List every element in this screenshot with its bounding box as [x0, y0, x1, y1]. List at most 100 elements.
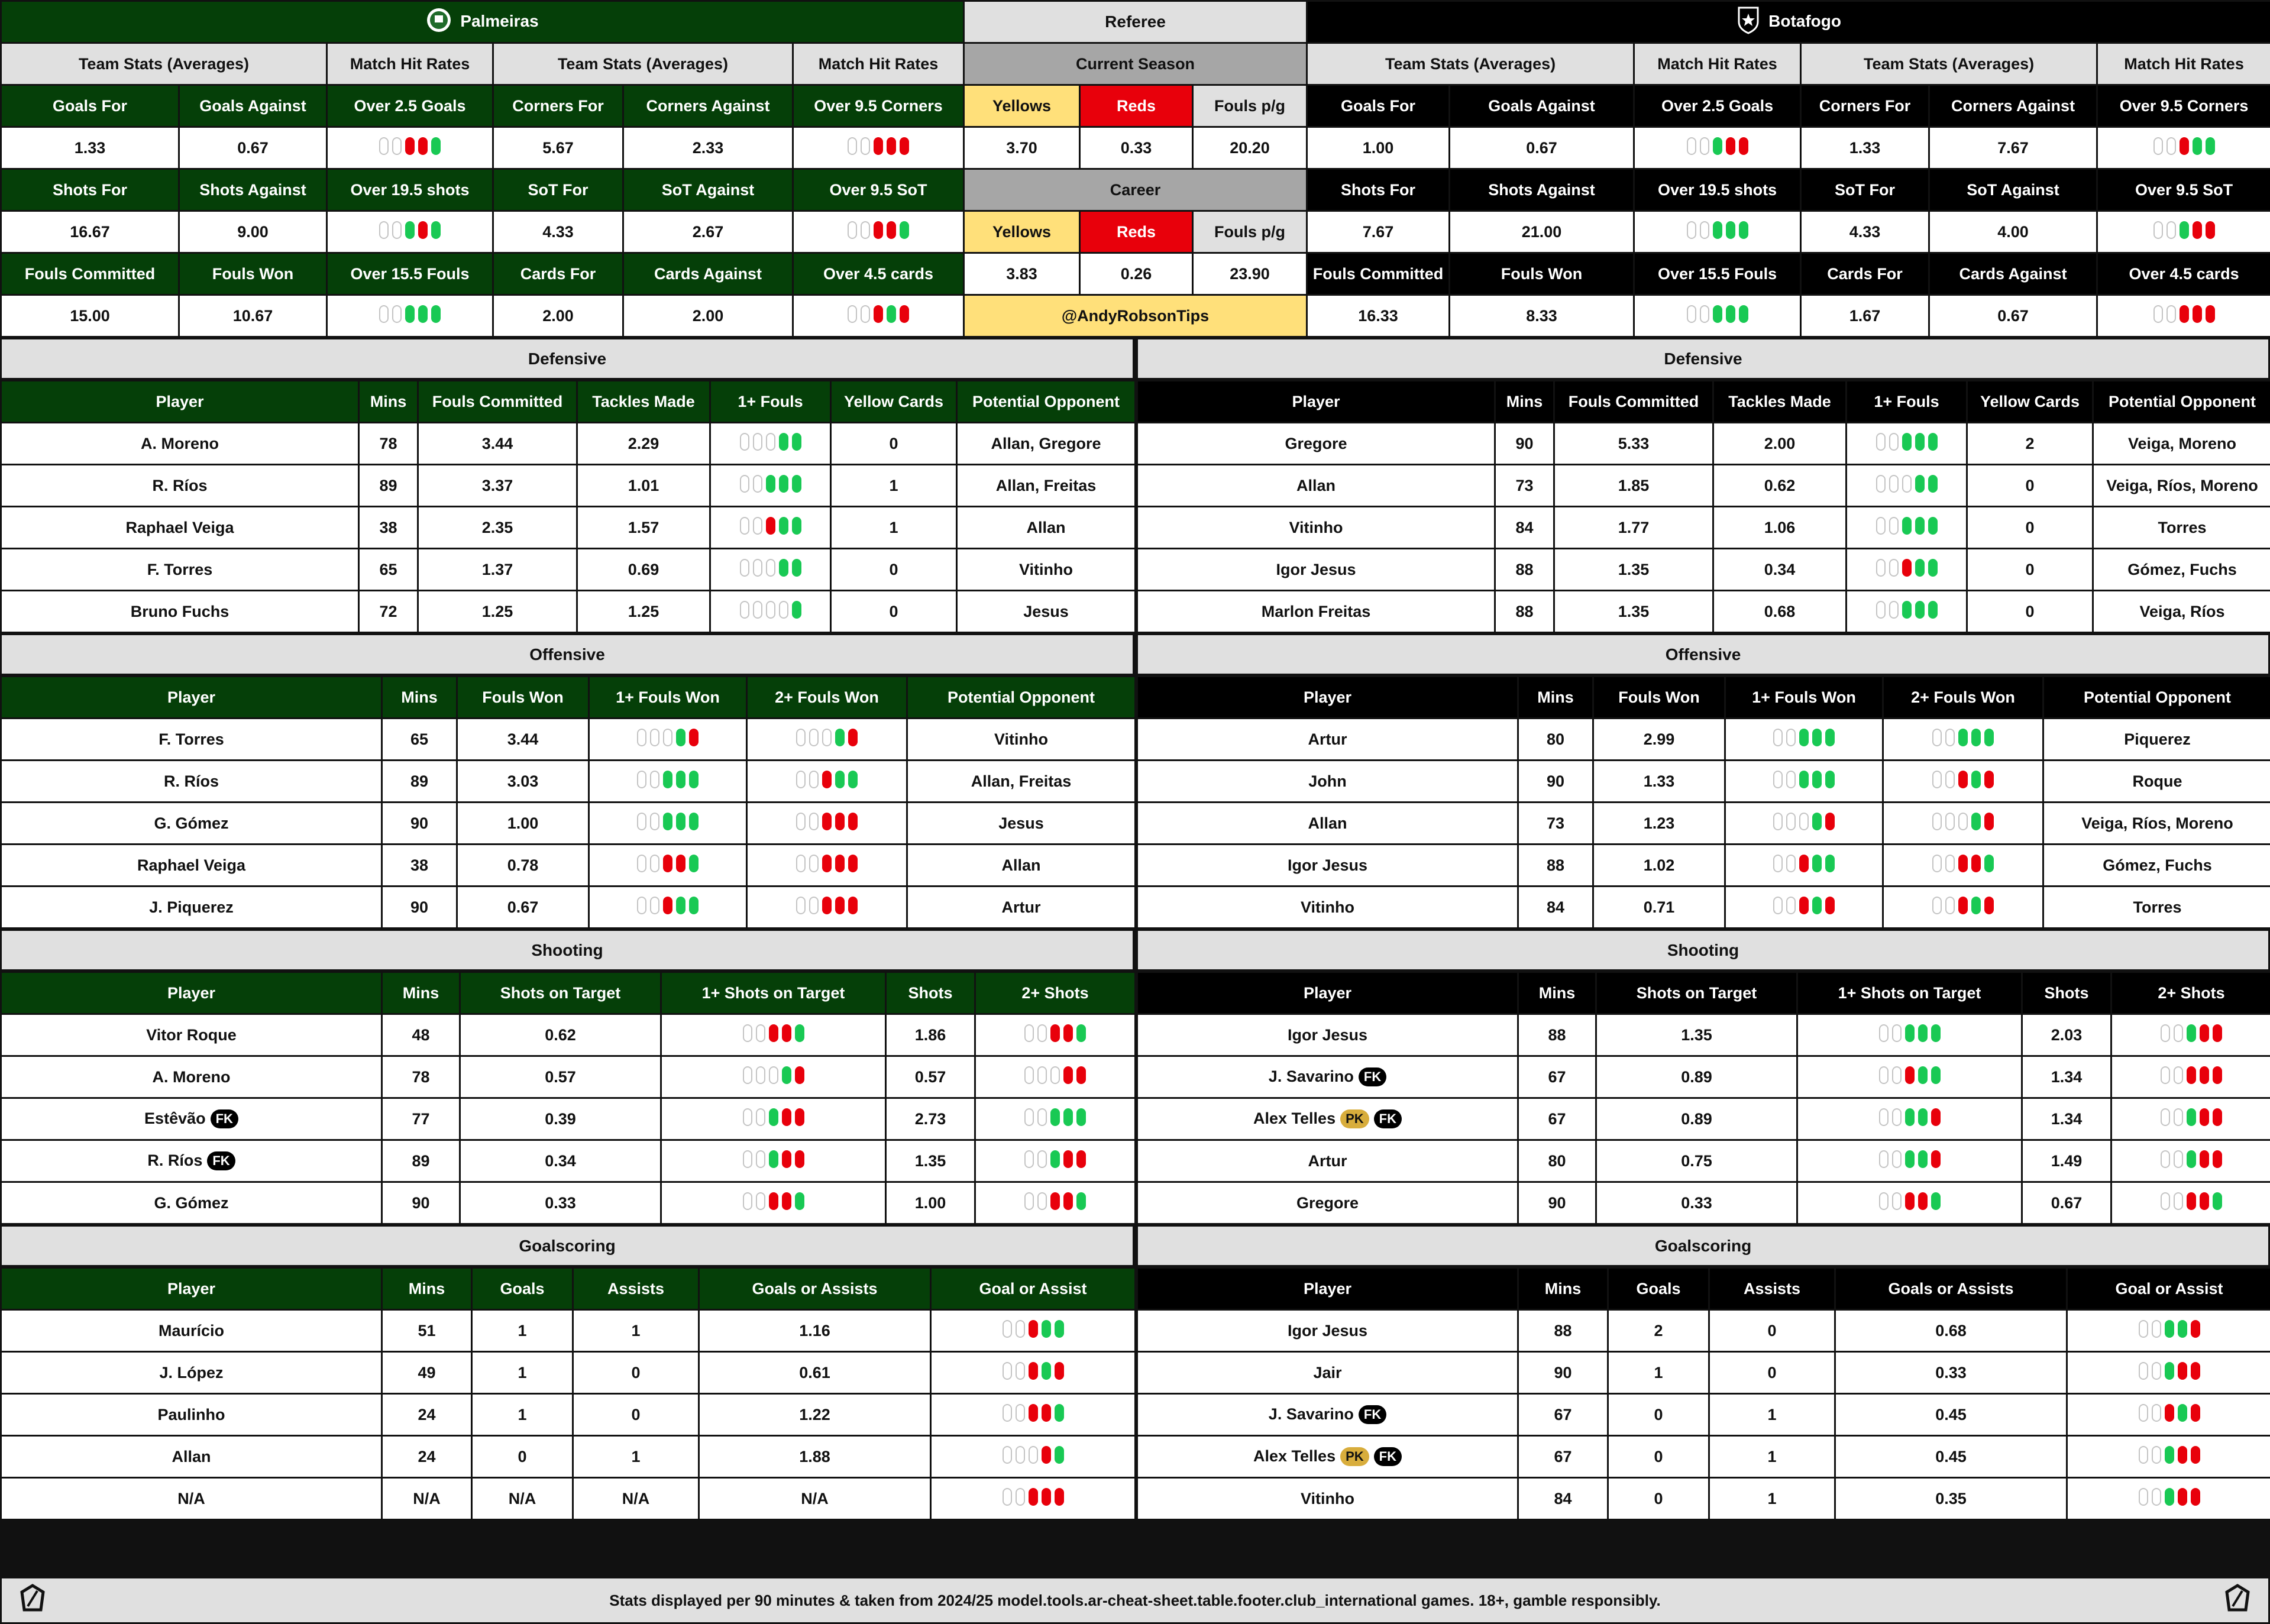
stat-cell	[2066, 1351, 2270, 1395]
section-title: Defensive	[1136, 338, 2270, 380]
column-header: Tackles Made	[576, 380, 711, 423]
home-defensive-section: Defensive Player Mins Fouls Committed Tackle…	[0, 338, 1136, 633]
column-header: Goals or Assists	[698, 1267, 932, 1311]
hit-marker-red-icon	[2187, 1192, 2196, 1210]
hit-marker-empty-icon	[1773, 770, 1783, 788]
stat-cell: Roque	[2042, 759, 2270, 803]
hit-marker-empty-icon	[861, 305, 870, 323]
stat-cell: 0.57	[885, 1055, 976, 1099]
column-header: Mins	[1517, 1267, 1609, 1311]
player-cell: Alex Telles PK FK	[1136, 1435, 1519, 1479]
stat-cell: Allan, Gregore	[956, 422, 1136, 465]
hit-marker-green-icon	[405, 221, 415, 239]
away-stat-value	[1633, 294, 1802, 338]
hit-marker-empty-icon	[1932, 812, 1942, 830]
player-cell: N/A	[0, 1477, 383, 1521]
referee-current-season-label: Current Season	[963, 42, 1308, 86]
hit-marker-green-icon	[663, 770, 672, 788]
player-cell: Igor Jesus	[1136, 1013, 1519, 1057]
player-row: J. Piquerez 90 0.67 Artur	[0, 885, 1136, 929]
stat-label-row: Fouls Committed Fouls Won Over 15.5 Fouls C…	[0, 252, 2270, 296]
home-stat-value	[326, 210, 494, 254]
stat-cell	[588, 759, 748, 803]
brand-logo-icon	[2224, 1583, 2250, 1617]
stat-cell	[930, 1393, 1136, 1437]
stat-cell: 0	[830, 590, 958, 633]
stat-cell: 24	[381, 1435, 473, 1479]
fk-taker-badge: FK	[207, 1151, 235, 1171]
hit-marker-empty-icon	[1889, 600, 1899, 619]
referee-current_season-value: 3.70	[963, 126, 1081, 170]
hit-rate-markers	[2138, 1319, 2200, 1338]
brand-logo-icon	[20, 1583, 46, 1617]
stat-cell: 78	[381, 1055, 461, 1099]
referee-current_season-value: 20.20	[1192, 126, 1308, 170]
hit-marker-green-icon	[2187, 1150, 2196, 1168]
hit-rate-markers	[1024, 1066, 1086, 1084]
stat-cell	[1845, 464, 1968, 507]
hit-marker-green-icon	[2187, 1024, 2196, 1042]
hit-marker-green-icon	[1904, 1150, 1915, 1168]
stat-cell: 1.85	[1553, 464, 1714, 507]
hit-marker-green-icon	[791, 432, 801, 451]
hit-marker-empty-icon	[1891, 1108, 1902, 1126]
hit-marker-empty-icon	[1002, 1361, 1012, 1380]
hit-marker-red-icon	[1958, 854, 1968, 872]
away-stat-value: 8.33	[1448, 294, 1635, 338]
home-stat-label: Over 19.5 shots	[326, 168, 494, 212]
stat-cell	[1796, 1013, 2023, 1057]
referee-career-label: Career	[963, 168, 1308, 212]
hit-rate-markers	[2161, 1150, 2222, 1168]
away-stat-label: Cards For	[1800, 252, 1931, 296]
hit-marker-green-icon	[778, 558, 788, 577]
player-row: J. López 49 1 0 0.61	[0, 1351, 1136, 1395]
home-stat-value: 2.00	[492, 294, 624, 338]
player-row: John 90 1.33 Roque	[1136, 759, 2270, 803]
stat-cell: Allan, Freitas	[906, 759, 1136, 803]
hit-rate-markers	[2153, 305, 2215, 323]
team-header-row: Palmeiras Referee Botafogo	[0, 0, 2270, 44]
player-cell: G. Gómez	[0, 1181, 383, 1225]
away-stat-label: Over 2.5 Goals	[1633, 84, 1802, 128]
column-header: 2+ Fouls Won	[1882, 675, 2044, 719]
hit-marker-green-icon	[689, 896, 699, 914]
hit-rate-markers	[1024, 1108, 1086, 1126]
stat-cell: N/A	[572, 1477, 700, 1521]
hit-marker-red-icon	[405, 137, 415, 155]
hit-marker-green-icon	[1928, 558, 1938, 577]
hit-rate-markers	[848, 221, 909, 239]
stat-cell: 65	[381, 717, 458, 761]
hit-marker-empty-icon	[2153, 137, 2163, 155]
hit-marker-red-icon	[2177, 1445, 2187, 1464]
hit-marker-red-icon	[1958, 770, 1968, 788]
stat-cell: 1.23	[1592, 801, 1726, 845]
hit-rate-markers	[796, 812, 858, 830]
hit-marker-green-icon	[1825, 728, 1835, 746]
palmeiras-crest-icon	[426, 6, 452, 38]
hit-marker-green-icon	[1915, 558, 1925, 577]
referee-reds-label: Reds	[1079, 210, 1194, 254]
hit-marker-green-icon	[676, 770, 685, 788]
hit-marker-red-icon	[2177, 1487, 2187, 1506]
hit-marker-empty-icon	[1015, 1319, 1025, 1338]
column-header: Goals	[1607, 1267, 1710, 1311]
column-header: Yellow Cards	[830, 380, 958, 423]
hit-marker-green-icon	[1971, 812, 1981, 830]
player-cell: Artur	[1136, 717, 1519, 761]
hit-marker-empty-icon	[1902, 474, 1912, 493]
away-stat-value: 0.67	[1448, 126, 1635, 170]
section-title: Offensive	[1136, 633, 2270, 675]
referee-reds-label: Reds	[1079, 84, 1194, 128]
hit-marker-red-icon	[1931, 1150, 1941, 1168]
team-and-referee-stats: Palmeiras Referee Botafogo Team Stats (Aver…	[0, 0, 2270, 338]
away-stat-label: Shots Against	[1448, 168, 1635, 212]
hit-marker-green-icon	[1076, 1108, 1086, 1126]
hit-marker-red-icon	[874, 137, 883, 155]
player-row: F. Torres 65 3.44 Vitinho	[0, 717, 1136, 761]
hit-marker-empty-icon	[1037, 1192, 1047, 1210]
hit-marker-red-icon	[2164, 1403, 2174, 1422]
hit-marker-green-icon	[887, 305, 896, 323]
column-header: Mins	[1494, 380, 1555, 423]
hit-marker-red-icon	[2192, 221, 2202, 239]
hit-marker-green-icon	[1915, 432, 1925, 451]
